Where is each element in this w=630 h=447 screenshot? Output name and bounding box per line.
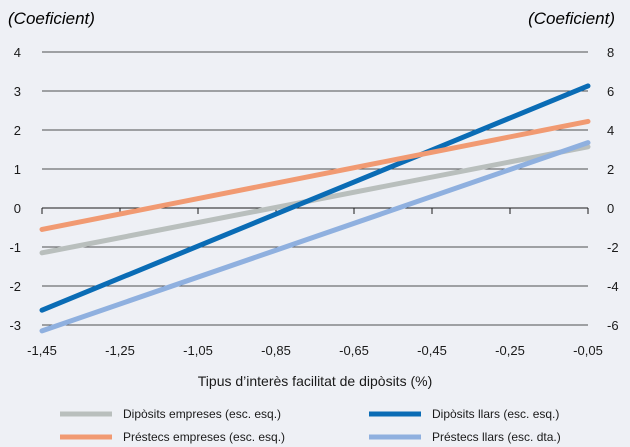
x-tick-label: -1,25	[105, 343, 135, 358]
legend: Dipòsits empreses (esc. esq.) Dipòsits ll…	[60, 407, 561, 444]
y-left-tick-label: -3	[9, 318, 21, 333]
legend-label: Préstecs llars (esc. dta.)	[432, 430, 561, 444]
y-left-tick-label: 2	[14, 123, 21, 138]
tick-labels: -3 -2 -1 0 1 2 3 4 -6 -4 -2 0 2 4 6 8 -1,45 -1,25 -1,05 -0,…	[9, 45, 618, 358]
gridlines	[41, 51, 589, 326]
y-right-tick-label: -2	[607, 240, 619, 255]
y-right-tick-label: 8	[607, 45, 614, 60]
series-lines	[39, 83, 591, 334]
legend-label: Dipòsits empreses (esc. esq.)	[123, 407, 281, 421]
series-line	[39, 83, 591, 313]
series-line	[39, 118, 591, 232]
y-left-tick-label: 3	[14, 84, 21, 99]
x-tick-label: -0,85	[261, 343, 291, 358]
x-axis-title: Tipus d’interès facilitat de dipòsits (%…	[198, 373, 432, 389]
legend-label: Préstecs empreses (esc. esq.)	[123, 430, 285, 444]
legend-label: Dipòsits llars (esc. esq.)	[432, 407, 559, 421]
x-tick-label: -0,45	[417, 343, 447, 358]
x-tick-label: -1,45	[27, 343, 57, 358]
x-tick-label: -0,25	[495, 343, 525, 358]
x-tick-label: -0,65	[339, 343, 369, 358]
y-right-tick-label: 2	[607, 162, 614, 177]
right-axis-unit: (Coeficient)	[528, 9, 615, 28]
x-tick-label: -0,05	[573, 343, 603, 358]
y-left-tick-label: -2	[9, 279, 21, 294]
y-left-tick-label: 4	[14, 45, 21, 60]
y-left-tick-label: 0	[14, 201, 21, 216]
y-right-tick-label: -4	[607, 279, 619, 294]
left-axis-unit: (Coeficient)	[8, 9, 95, 28]
y-right-tick-label: 6	[607, 84, 614, 99]
y-right-tick-label: 0	[607, 201, 614, 216]
x-tick-label: -1,05	[183, 343, 213, 358]
series-line	[39, 140, 591, 334]
y-right-tick-label: -6	[607, 318, 619, 333]
y-left-tick-label: -1	[9, 240, 21, 255]
y-right-tick-label: 4	[607, 123, 614, 138]
y-left-tick-label: 1	[14, 162, 21, 177]
